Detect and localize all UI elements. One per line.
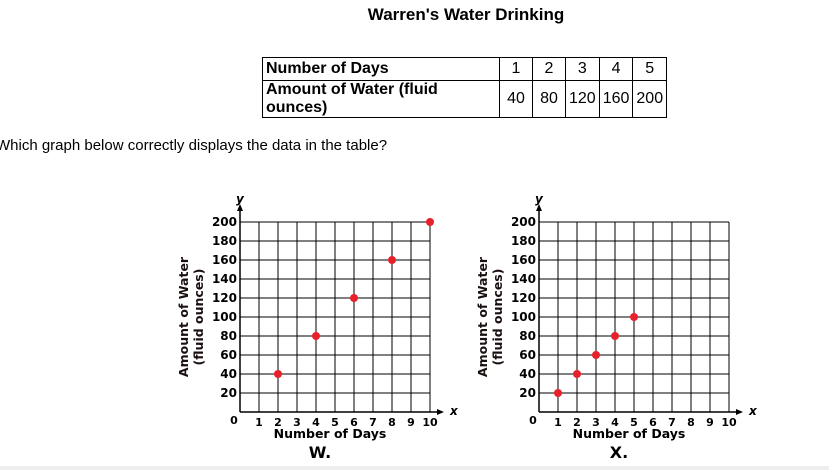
y-tick-label: 160 xyxy=(511,253,536,267)
x-tick-label: 8 xyxy=(388,416,396,429)
x-tick-label: 1 xyxy=(255,416,263,429)
y-tick-label: 100 xyxy=(511,310,536,324)
y-axis-title-line2: (fluid ounces) xyxy=(191,269,206,366)
x-tick-label: 3 xyxy=(293,416,301,429)
worksheet-title: Warren's Water Drinking xyxy=(367,5,565,24)
y-tick-label: 40 xyxy=(519,367,536,381)
row-header: Number of Days xyxy=(262,57,500,81)
data-point xyxy=(611,332,619,340)
question-text: Which graph below correctly displays the… xyxy=(0,137,388,154)
x-tick-label: 4 xyxy=(611,416,619,429)
x-tick-label: 1 xyxy=(554,416,562,429)
y-tick-label: 80 xyxy=(220,329,237,343)
x-tick-label: 7 xyxy=(369,416,377,429)
data-point xyxy=(274,370,282,378)
x-axis-title: Number of Days xyxy=(274,426,387,441)
table-row-water: Amount of Water (fluid ounces) 40 80 120… xyxy=(262,80,668,118)
y-tick-label: 20 xyxy=(519,386,536,400)
x-axis-arrow-icon xyxy=(437,409,444,415)
data-point xyxy=(350,294,358,302)
y-axis-letter: y xyxy=(236,192,245,206)
x-tick-label: 5 xyxy=(630,416,638,429)
y-tick-label: 40 xyxy=(220,367,237,381)
x-tick-label: 6 xyxy=(649,416,657,429)
x-tick-label: 7 xyxy=(668,416,676,429)
x-tick-label: 2 xyxy=(274,416,282,429)
x-tick-label: 10 xyxy=(422,416,438,429)
origin-label: 0 xyxy=(529,414,537,427)
x-tick-label: 9 xyxy=(407,416,415,429)
y-tick-label: 60 xyxy=(220,348,237,362)
table-cell: 120 xyxy=(565,80,600,118)
data-point xyxy=(554,389,562,397)
y-tick-label: 200 xyxy=(212,215,237,229)
y-axis-title-line1: Amount of Water xyxy=(176,256,191,377)
choice-label: W. xyxy=(309,443,331,462)
y-tick-label: 180 xyxy=(511,234,536,248)
y-tick-label: 80 xyxy=(519,329,536,343)
table-row-days: Number of Days 1 2 3 4 5 xyxy=(262,57,668,81)
y-tick-label: 140 xyxy=(212,272,237,286)
y-axis-arrow-icon xyxy=(536,204,542,211)
table-cell: 160 xyxy=(598,80,634,118)
table-cell: 200 xyxy=(632,80,668,118)
row-header: Amount of Water (fluid ounces) xyxy=(262,80,500,118)
y-tick-label: 100 xyxy=(212,310,237,324)
data-point xyxy=(630,313,638,321)
x-axis-letter: x xyxy=(449,404,459,418)
y-axis-arrow-icon xyxy=(237,204,243,211)
x-tick-label: 2 xyxy=(573,416,581,429)
x-tick-label: 4 xyxy=(312,416,320,429)
y-tick-label: 180 xyxy=(212,234,237,248)
y-axis-title-line1: Amount of Water xyxy=(475,256,490,377)
x-tick-label: 9 xyxy=(706,416,714,429)
data-point xyxy=(312,332,320,340)
data-table: Number of Days 1 2 3 4 5 Amount of Water… xyxy=(262,57,668,118)
y-tick-label: 120 xyxy=(212,291,237,305)
x-axis-title: Number of Days xyxy=(573,426,686,441)
table-cell: 80 xyxy=(532,80,566,118)
x-tick-label: 6 xyxy=(350,416,358,429)
x-tick-label: 3 xyxy=(592,416,600,429)
y-axis-title-line2: (fluid ounces) xyxy=(490,269,505,366)
data-point xyxy=(426,218,434,226)
y-axis-letter: y xyxy=(535,192,544,206)
origin-label: 0 xyxy=(230,414,238,427)
choice-label: X. xyxy=(610,443,628,462)
bottom-divider xyxy=(0,466,829,470)
y-tick-label: 140 xyxy=(511,272,536,286)
x-tick-label: 8 xyxy=(687,416,695,429)
data-point xyxy=(388,256,396,264)
x-tick-label: 5 xyxy=(331,416,339,429)
x-axis-letter: x xyxy=(748,404,758,418)
y-tick-label: 200 xyxy=(511,215,536,229)
table-cell: 4 xyxy=(598,57,634,81)
y-tick-label: 160 xyxy=(212,253,237,267)
data-point xyxy=(592,351,600,359)
x-axis-arrow-icon xyxy=(736,409,743,415)
data-point xyxy=(573,370,581,378)
y-tick-label: 120 xyxy=(511,291,536,305)
x-tick-label: 10 xyxy=(721,416,737,429)
y-tick-label: 60 xyxy=(519,348,536,362)
table-cell: 5 xyxy=(632,57,668,81)
y-tick-label: 20 xyxy=(220,386,237,400)
table-cell: 2 xyxy=(532,57,566,81)
